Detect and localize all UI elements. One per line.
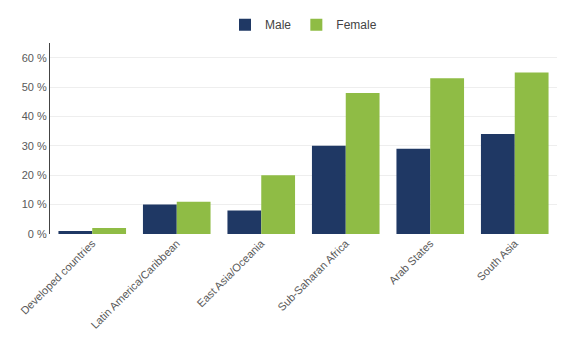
svg-text:Female: Female	[336, 18, 376, 32]
svg-text:East Asia/Oceania: East Asia/Oceania	[195, 237, 268, 310]
svg-text:30 %: 30 %	[22, 140, 47, 152]
svg-text:Male: Male	[265, 18, 291, 32]
svg-text:60 %: 60 %	[22, 52, 47, 64]
svg-text:10 %: 10 %	[22, 198, 47, 210]
svg-text:40 %: 40 %	[22, 110, 47, 122]
svg-text:0 %: 0 %	[28, 228, 47, 240]
svg-text:Sub-Saharan Africa: Sub-Saharan Africa	[275, 237, 352, 314]
svg-text:50 %: 50 %	[22, 81, 47, 93]
svg-text:Arab States: Arab States	[386, 237, 435, 286]
svg-text:Developed countries: Developed countries	[18, 237, 98, 317]
svg-text:20 %: 20 %	[22, 169, 47, 181]
svg-text:South Asia: South Asia	[474, 237, 520, 283]
svg-text:Latin America/Caribbean: Latin America/Caribbean	[88, 237, 182, 331]
